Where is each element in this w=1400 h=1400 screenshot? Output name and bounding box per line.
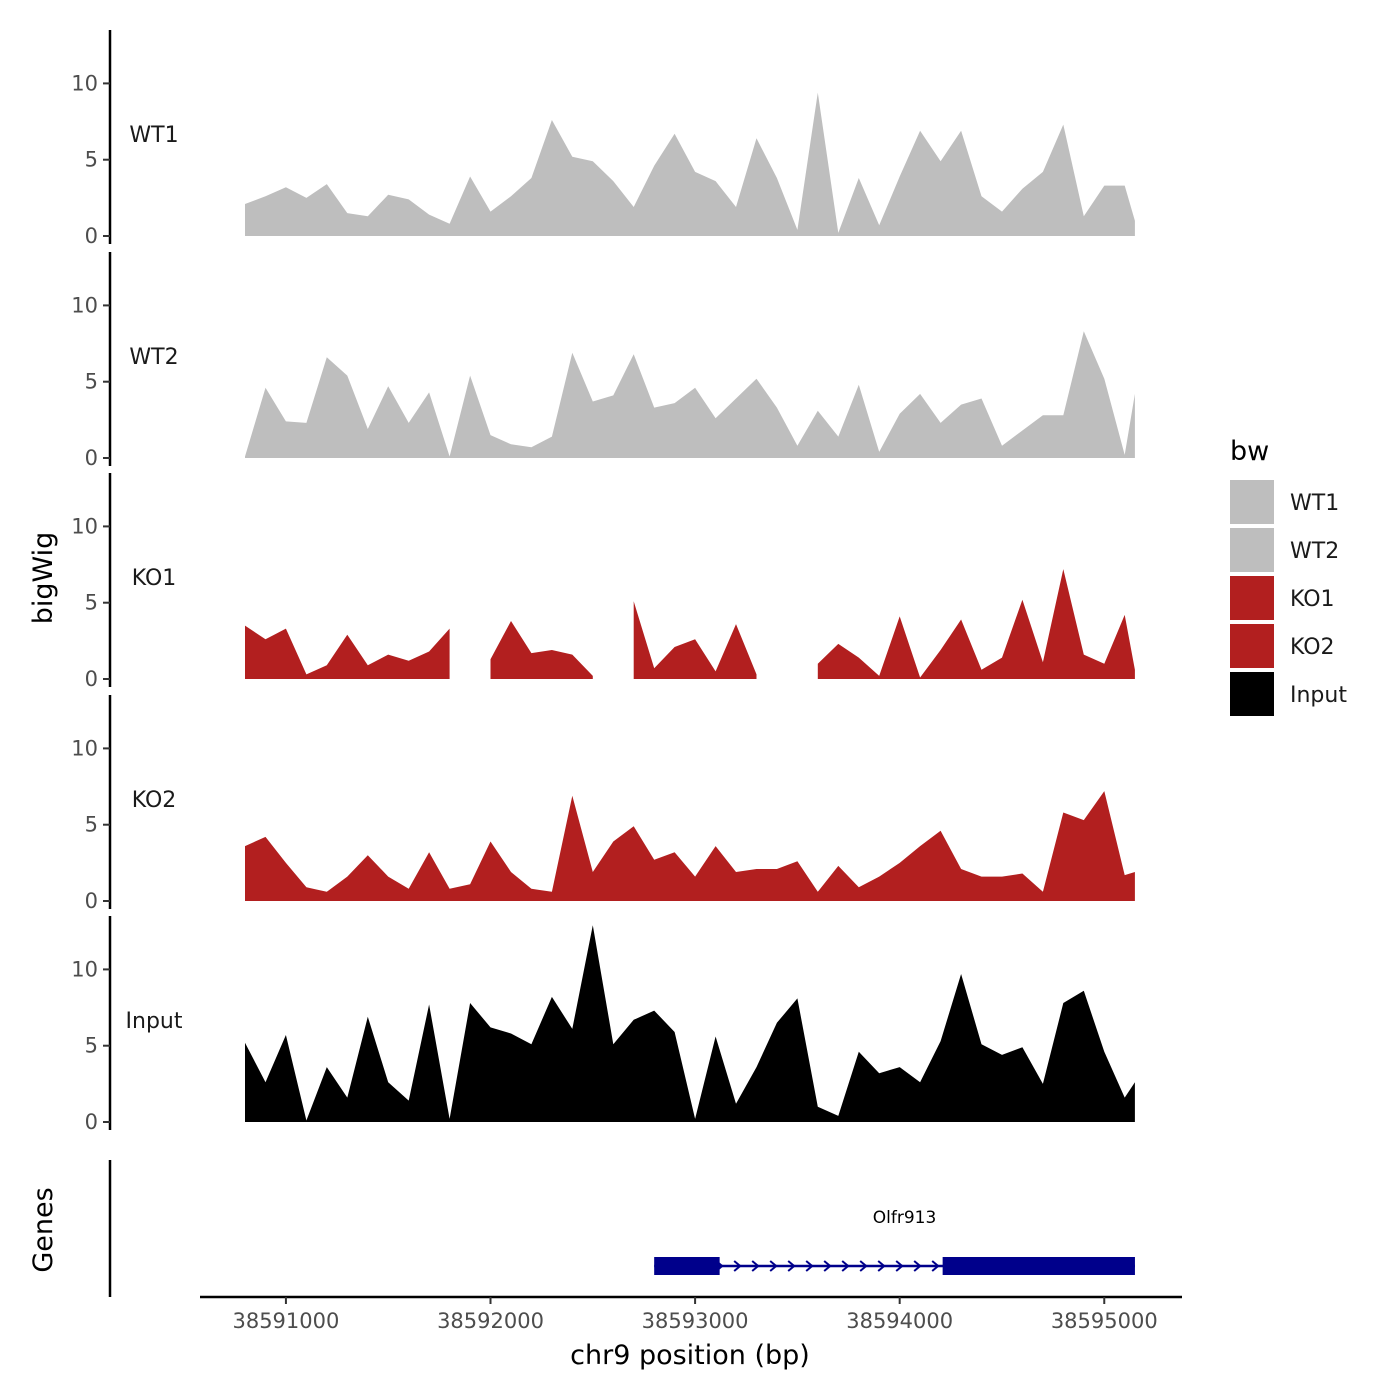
strand-arrow bbox=[733, 1260, 742, 1272]
strand-arrow bbox=[895, 1260, 904, 1272]
legend-swatch bbox=[1230, 624, 1274, 668]
track-panel-ko1: 0 5 10 KO1 bbox=[71, 473, 1135, 691]
y-tick-label: 10 bbox=[71, 957, 98, 981]
coverage-area-ko2 bbox=[245, 791, 1135, 901]
x-axis: 38591000 38592000 38593000 38594000 38595000 bbox=[200, 1295, 1182, 1333]
x-axis-title: chr9 position (bp) bbox=[570, 1340, 810, 1371]
coverage-area-ko1 bbox=[490, 621, 593, 679]
strand-arrow bbox=[769, 1260, 778, 1272]
legend-item-wt2: WT2 bbox=[1230, 528, 1339, 572]
track-label-wt2: WT2 bbox=[129, 345, 178, 370]
y-tick-label: 10 bbox=[71, 71, 98, 95]
legend-swatch bbox=[1230, 480, 1274, 524]
legend-label: Input bbox=[1290, 683, 1347, 708]
legend-item-input: Input bbox=[1230, 672, 1347, 716]
y-tick-label: 5 bbox=[85, 591, 98, 615]
coverage-area-ko1 bbox=[633, 601, 757, 679]
gene-olfr913: Olfr913 bbox=[654, 1208, 1135, 1275]
track-panel-wt2: 0 5 10 WT2 bbox=[71, 252, 1135, 470]
strand-arrow bbox=[913, 1260, 922, 1272]
y-tick-label: 10 bbox=[71, 514, 98, 538]
y-tick-label: 0 bbox=[85, 224, 98, 248]
y-tick-label: 10 bbox=[71, 293, 98, 317]
coverage-area-wt2 bbox=[245, 331, 1135, 458]
y-tick-label: 0 bbox=[85, 1110, 98, 1134]
y-axis-title: bigWig bbox=[28, 532, 59, 625]
strand-arrow bbox=[751, 1260, 760, 1272]
track-label-input: Input bbox=[126, 1009, 183, 1034]
y-tick-label: 0 bbox=[85, 446, 98, 470]
coverage-area-wt1 bbox=[245, 92, 1135, 236]
track-panel-input: 0 5 10 Input bbox=[71, 916, 1135, 1134]
legend-swatch bbox=[1230, 672, 1274, 716]
legend-label: KO1 bbox=[1290, 587, 1335, 612]
gene-exon bbox=[942, 1257, 1135, 1275]
strand-arrow bbox=[877, 1260, 886, 1272]
x-tick-label: 38594000 bbox=[846, 1309, 953, 1333]
x-tick-label: 38591000 bbox=[232, 1309, 339, 1333]
track-label-ko2: KO2 bbox=[132, 788, 177, 813]
y-tick-label: 0 bbox=[85, 889, 98, 913]
bigwig-track-panels: 0 5 10 WT1 0 5 10 WT2 0 5 10 KO1 0 5 10 KO2 0 5 10 Input bbox=[71, 30, 1135, 1134]
y-tick-label: 10 bbox=[71, 736, 98, 760]
track-label-wt1: WT1 bbox=[129, 123, 178, 148]
x-tick-label: 38592000 bbox=[437, 1309, 544, 1333]
legend-swatch bbox=[1230, 576, 1274, 620]
x-tick-label: 38595000 bbox=[1051, 1309, 1158, 1333]
strand-arrow bbox=[787, 1260, 796, 1272]
legend-swatch bbox=[1230, 528, 1274, 572]
legend: bw WT1 WT2 KO1 KO2 Input bbox=[1230, 436, 1347, 716]
y-tick-label: 5 bbox=[85, 370, 98, 394]
coverage-area-ko1 bbox=[817, 569, 1135, 679]
legend-title: bw bbox=[1230, 436, 1269, 467]
strand-arrow bbox=[931, 1260, 940, 1272]
strand-arrow bbox=[823, 1260, 832, 1272]
legend-label: WT1 bbox=[1290, 491, 1339, 516]
track-label-ko1: KO1 bbox=[132, 566, 177, 591]
y-tick-label: 5 bbox=[85, 1034, 98, 1058]
gene-label: Olfr913 bbox=[873, 1208, 937, 1228]
legend-label: KO2 bbox=[1290, 635, 1335, 660]
legend-item-ko1: KO1 bbox=[1230, 576, 1335, 620]
genes-axis-title: Genes bbox=[28, 1187, 59, 1272]
coverage-area-ko1 bbox=[245, 625, 450, 679]
legend-item-wt1: WT1 bbox=[1230, 480, 1339, 524]
gene-exon bbox=[654, 1257, 720, 1275]
y-tick-label: 5 bbox=[85, 148, 98, 172]
strand-arrow bbox=[841, 1260, 850, 1272]
strand-arrow bbox=[805, 1260, 814, 1272]
track-panel-ko2: 0 5 10 KO2 bbox=[71, 695, 1135, 913]
legend-label: WT2 bbox=[1290, 539, 1339, 564]
track-panel-wt1: 0 5 10 WT1 bbox=[71, 30, 1135, 248]
coverage-area-input bbox=[245, 925, 1135, 1122]
legend-item-ko2: KO2 bbox=[1230, 624, 1335, 668]
y-tick-label: 5 bbox=[85, 813, 98, 837]
genes-panel: Olfr913 bbox=[108, 1160, 1135, 1297]
strand-arrow bbox=[859, 1260, 868, 1272]
x-tick-label: 38593000 bbox=[642, 1309, 749, 1333]
y-tick-label: 0 bbox=[85, 667, 98, 691]
